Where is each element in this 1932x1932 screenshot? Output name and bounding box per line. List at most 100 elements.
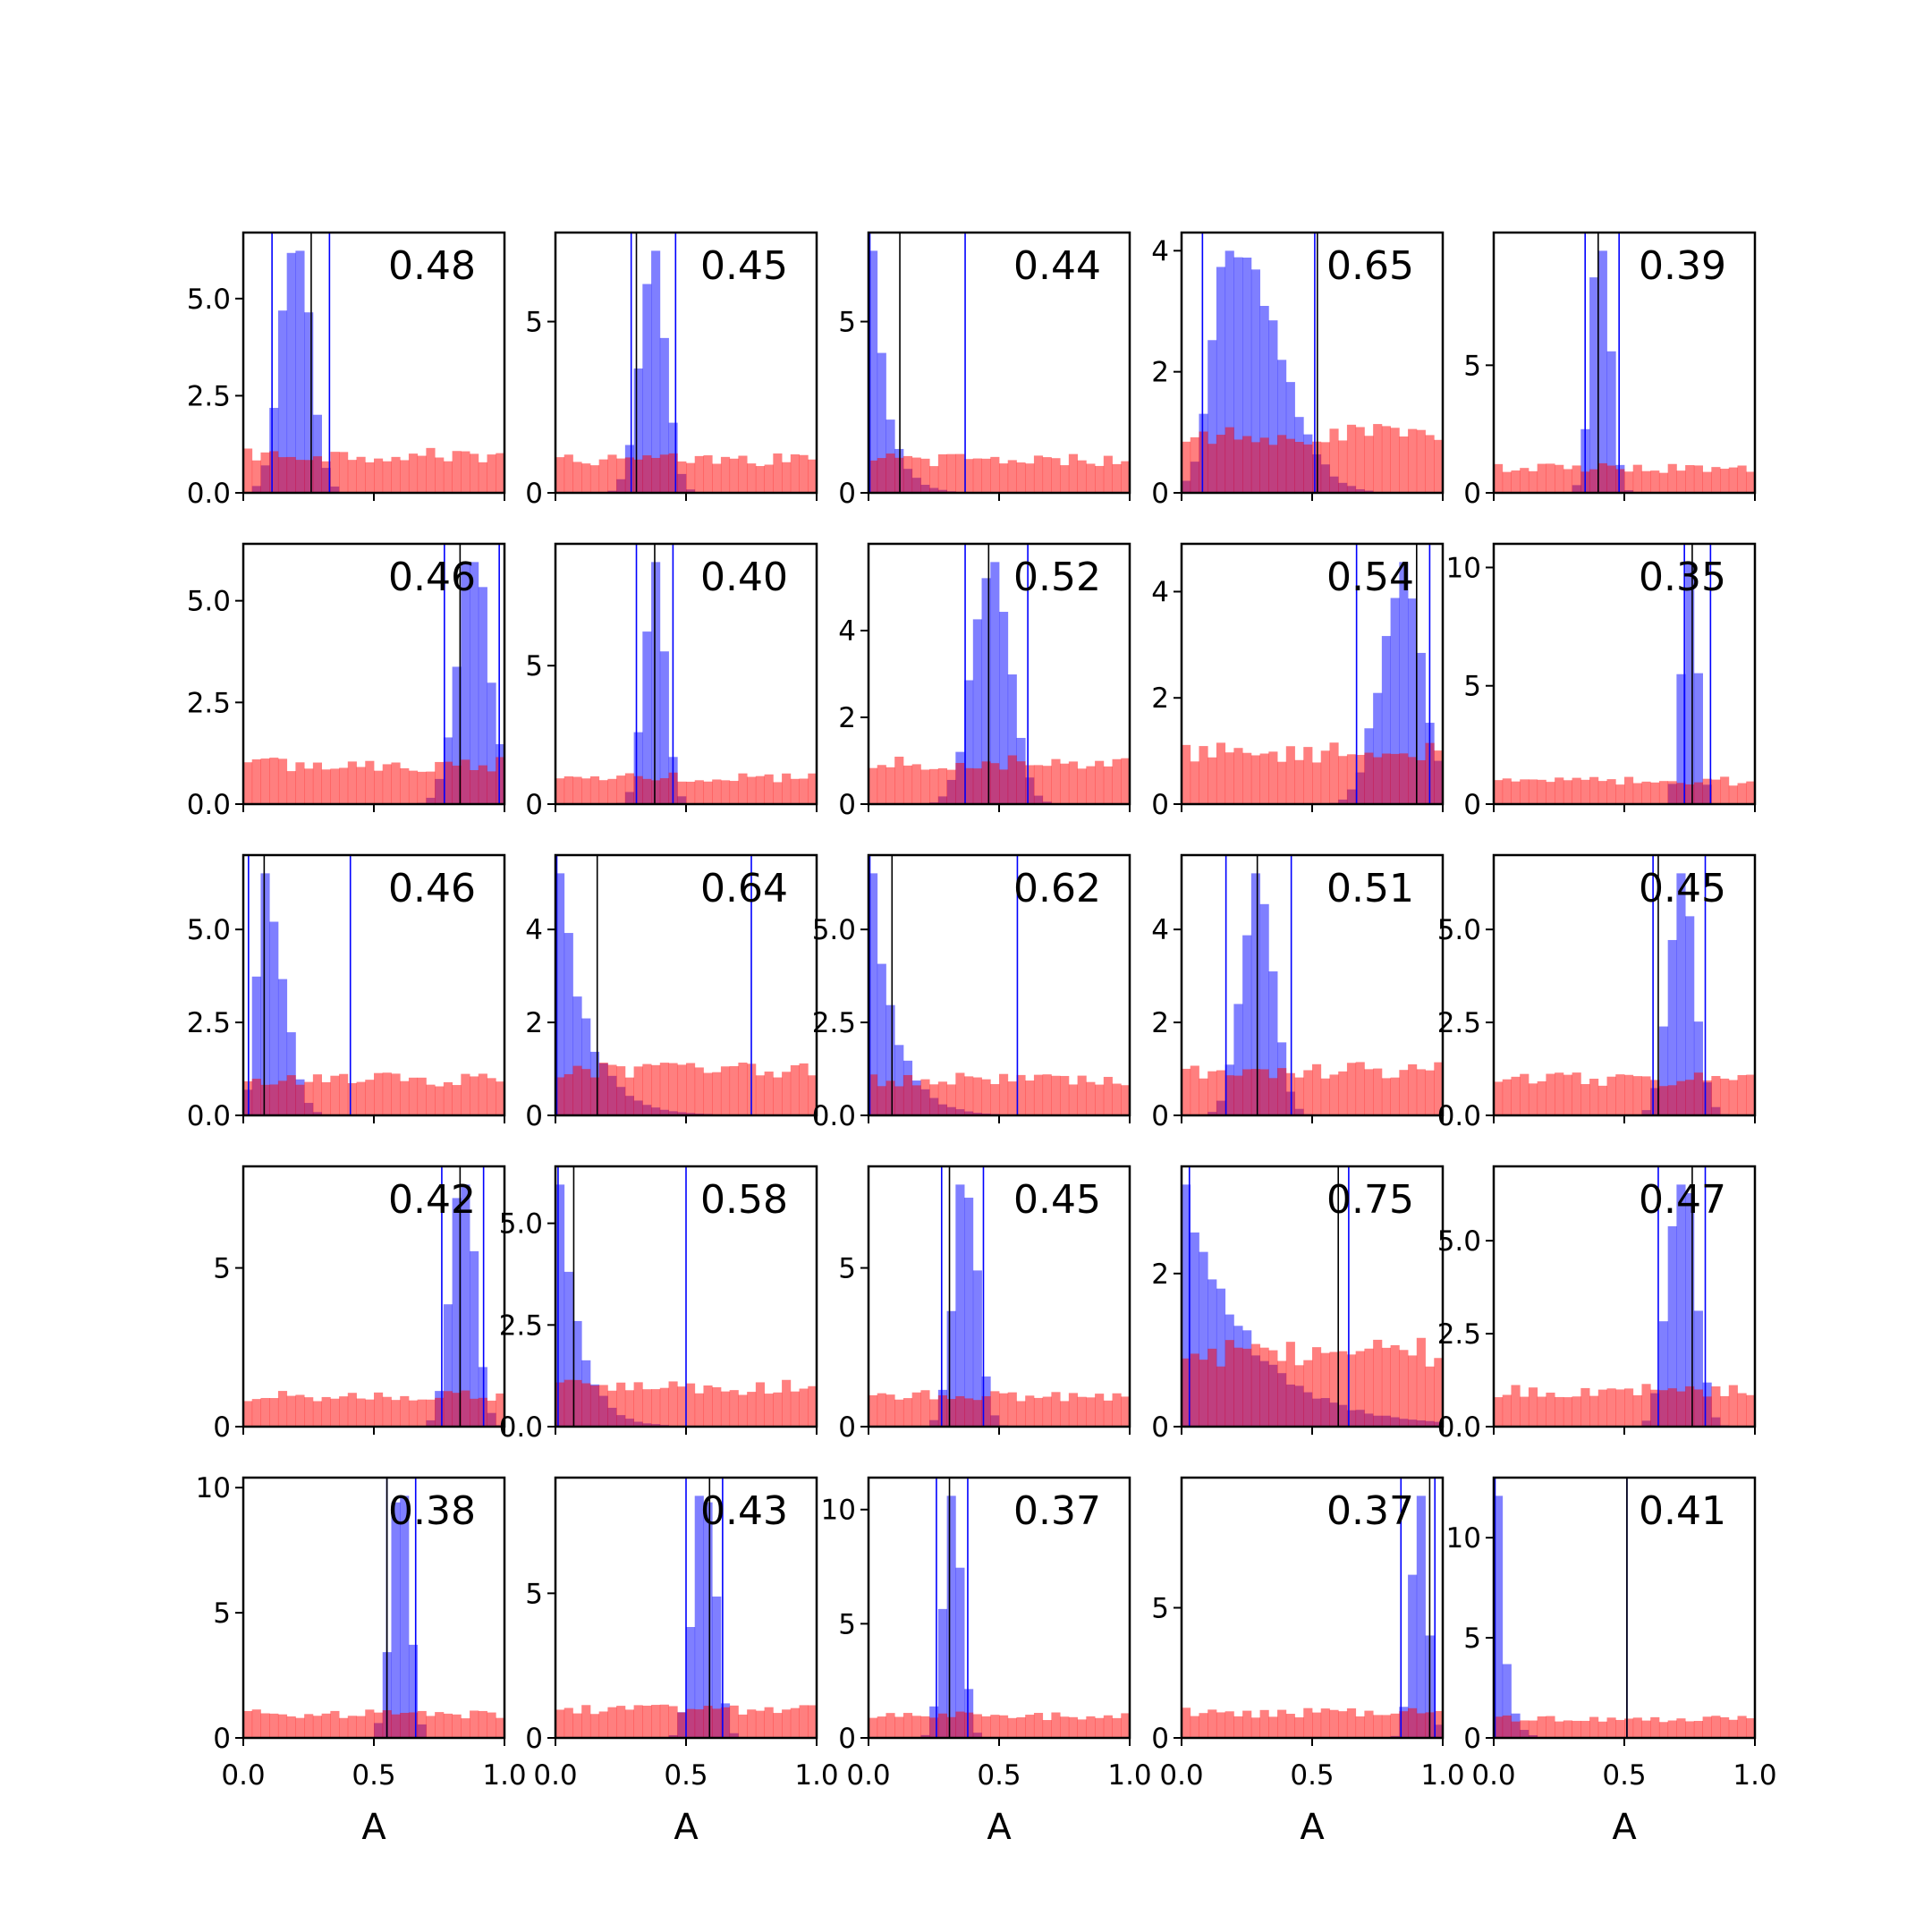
- prior-bar: [902, 1074, 913, 1115]
- prior-bar: [799, 1063, 809, 1115]
- posterior-bar: [1676, 1184, 1686, 1427]
- prior-bar: [1303, 1360, 1313, 1427]
- prior-bar: [1086, 463, 1096, 493]
- prior-bar: [1580, 1084, 1590, 1115]
- panel-5-1: 0 5 10 0.0 0.5 1.0 A 0.38: [196, 1472, 527, 1848]
- prior-bar: [1537, 779, 1546, 804]
- panel-1-5: 050.39: [1463, 231, 1757, 510]
- prior-bar: [1182, 744, 1191, 804]
- prior-bar: [624, 1390, 634, 1427]
- y-tick-label: 2: [525, 1007, 543, 1039]
- prior-bar: [330, 452, 340, 493]
- prior-bar: [886, 453, 895, 493]
- prior-bar: [1425, 1366, 1435, 1427]
- prior-bar: [1007, 460, 1017, 493]
- prior-bar: [755, 1075, 765, 1115]
- posterior-bar: [1589, 277, 1599, 493]
- prior-bar: [1546, 1073, 1555, 1115]
- prior-bar: [260, 1397, 270, 1427]
- prior-bar: [616, 1706, 626, 1738]
- prior-bar: [755, 775, 765, 804]
- prior-bar: [1416, 1713, 1426, 1738]
- prior-bar: [1711, 1716, 1721, 1738]
- prior-bar: [990, 1391, 1000, 1427]
- prior-bar: [269, 1713, 279, 1738]
- prior-bar: [1632, 464, 1642, 493]
- prior-bar: [1693, 465, 1703, 493]
- prior-bar: [1068, 1084, 1078, 1115]
- prior-bar: [269, 451, 279, 493]
- prior-bar: [1667, 463, 1677, 493]
- prior-bar: [799, 778, 809, 804]
- prior-bar: [1355, 427, 1365, 493]
- prior-bar: [1190, 761, 1199, 804]
- prior-bar: [417, 1077, 427, 1115]
- prior-bar: [869, 1074, 878, 1115]
- prior-bar: [1667, 1388, 1677, 1427]
- prior-bar: [1693, 1721, 1703, 1738]
- prior-bar: [260, 452, 270, 493]
- posterior-bar: [1233, 257, 1243, 493]
- prior-bar: [720, 456, 731, 493]
- prior-bar: [1216, 1366, 1226, 1427]
- prior-bar: [651, 780, 661, 804]
- prior-bar: [1277, 435, 1287, 493]
- prior-bar: [330, 1398, 340, 1427]
- prior-bar: [1425, 435, 1435, 493]
- y-tick-label: 0: [838, 478, 856, 510]
- posterior-bar: [937, 1608, 947, 1738]
- prior-bar: [1528, 470, 1538, 493]
- prior-bar: [1242, 436, 1252, 493]
- posterior-bar: [1390, 597, 1400, 804]
- prior-bar: [1077, 460, 1087, 493]
- posterior-bar: [391, 1502, 401, 1738]
- prior-bar: [572, 462, 582, 493]
- panel-score: 0.46: [388, 555, 476, 600]
- y-tick-label: 0: [1151, 789, 1169, 821]
- prior-bar: [764, 774, 774, 804]
- prior-bar: [1676, 783, 1686, 804]
- y-tick-label: 0: [525, 1100, 543, 1132]
- prior-bar: [1702, 778, 1712, 804]
- prior-bar: [1103, 455, 1113, 493]
- prior-bar: [894, 1086, 904, 1115]
- prior-bar: [703, 1385, 713, 1427]
- prior-bar: [1720, 1078, 1730, 1115]
- prior-bar: [408, 453, 419, 493]
- panel-2-3: 0 2 4 0.52: [838, 542, 1131, 821]
- prior-bar: [581, 1705, 591, 1738]
- prior-bar: [1589, 469, 1599, 493]
- prior-bar: [964, 767, 974, 804]
- prior-bar: [1320, 1708, 1330, 1738]
- y-tick-label: 2: [838, 702, 856, 734]
- prior-bar: [1728, 785, 1738, 804]
- prior-bar: [1408, 1355, 1418, 1427]
- prior-bar: [981, 458, 991, 493]
- prior-bar: [1373, 424, 1383, 493]
- prior-bar: [1737, 465, 1747, 493]
- prior-bar: [452, 1714, 462, 1738]
- posterior-bar: [487, 682, 496, 804]
- posterior-bar: [877, 963, 886, 1115]
- prior-bar: [1355, 1716, 1365, 1738]
- prior-bar: [1676, 1718, 1686, 1738]
- prior-bar: [1199, 431, 1208, 493]
- prior-bar: [1702, 471, 1712, 493]
- prior-bar: [738, 1714, 748, 1738]
- prior-bar: [955, 762, 965, 804]
- prior-bar: [1624, 776, 1634, 804]
- prior-bar: [1338, 1711, 1348, 1738]
- posterior-bar: [443, 1304, 453, 1427]
- prior-bar: [1685, 1385, 1695, 1427]
- prior-bar: [1268, 445, 1278, 493]
- y-tick-label: 10: [821, 1495, 856, 1527]
- prior-bar: [1007, 1081, 1017, 1115]
- prior-bar: [642, 778, 652, 804]
- prior-bar: [487, 1078, 496, 1115]
- prior-bar: [1277, 1360, 1287, 1427]
- prior-bar: [1408, 1707, 1418, 1738]
- prior-bar: [321, 1713, 331, 1738]
- prior-bar: [382, 764, 392, 804]
- prior-bar: [1060, 1075, 1070, 1115]
- prior-bar: [999, 769, 1009, 804]
